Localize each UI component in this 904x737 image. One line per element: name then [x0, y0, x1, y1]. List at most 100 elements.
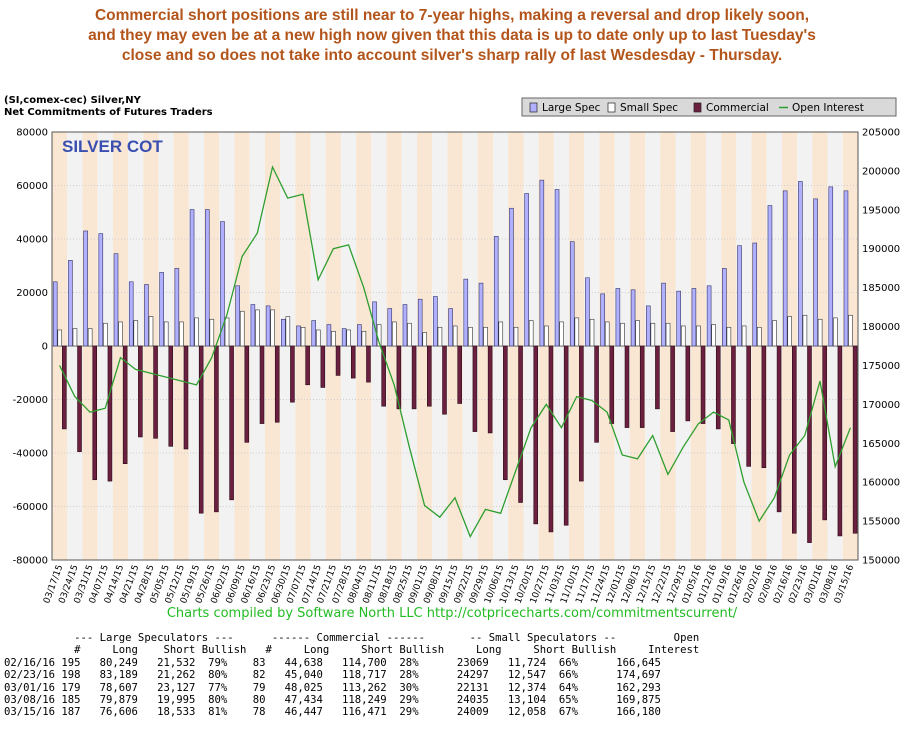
- large-spec-bar: [661, 282, 666, 347]
- large-spec-bar: [128, 281, 134, 347]
- small-spec-bar: [528, 320, 534, 347]
- commercial-bar: [822, 345, 827, 521]
- stats-row: 02/16/16 195 80,249 21,532 79% 83 44,638…: [4, 656, 661, 669]
- small-spec-bar: [513, 326, 519, 347]
- y-tick-label: -80000: [13, 556, 48, 567]
- commercial-bar: [396, 345, 402, 410]
- y2-tick-label: 165000: [862, 439, 900, 450]
- large-spec-bar: [159, 272, 164, 347]
- small-spec-bar: [483, 326, 488, 347]
- plot-frame: [51, 131, 859, 561]
- y-tick-label: -20000: [13, 395, 48, 406]
- chart-credit: Charts compiled by Software North LLC ht…: [166, 606, 738, 621]
- small-spec-bar: [300, 326, 306, 347]
- large-spec-bar: [539, 179, 545, 347]
- commercial-bar: [670, 345, 675, 432]
- commercial-bar: [791, 345, 797, 534]
- large-spec-bar: [737, 245, 742, 347]
- large-spec-bar: [676, 290, 681, 347]
- large-spec-bar: [569, 241, 575, 347]
- commercial-bar: [153, 345, 158, 439]
- commercial-bar: [746, 345, 751, 467]
- small-spec-bar: [270, 309, 275, 347]
- large-spec-bar: [752, 242, 758, 347]
- large-spec-bar: [782, 190, 788, 347]
- small-spec-bar: [194, 317, 199, 347]
- commercial-bar: [685, 345, 691, 422]
- commercial-bar: [350, 345, 356, 379]
- small-spec-bar: [772, 320, 777, 347]
- large-spec-bar: [250, 304, 256, 347]
- small-spec-bar: [224, 317, 230, 347]
- large-spec-bar: [113, 253, 119, 347]
- commercial-bar: [107, 345, 113, 482]
- large-spec-bar: [615, 288, 621, 347]
- small-spec-bar: [498, 321, 504, 347]
- large-spec-bar: [843, 190, 849, 347]
- stats-row: 03/08/16 185 79,879 19,995 80% 80 47,434…: [4, 693, 661, 706]
- small-spec-bar: [361, 330, 367, 347]
- commercial-bar: [518, 345, 523, 503]
- y2-tick-label: 180000: [862, 322, 900, 333]
- small-spec-bar: [696, 325, 701, 347]
- large-spec-bar: [585, 277, 590, 347]
- small-spec-bar: [848, 314, 853, 347]
- large-spec-bar: [68, 260, 73, 347]
- large-spec-bar: [387, 308, 393, 347]
- large-spec-bar: [600, 293, 605, 347]
- small-spec-bar: [209, 318, 215, 347]
- small-spec-bar: [255, 309, 260, 347]
- small-spec-bar: [787, 316, 792, 347]
- y-tick-label: -60000: [13, 502, 48, 513]
- small-spec-bar: [559, 321, 564, 347]
- commercial-bar: [77, 345, 82, 452]
- small-spec-bar: [574, 317, 580, 347]
- large-spec-bar: [265, 305, 271, 347]
- small-spec-bar: [620, 322, 625, 347]
- stats-header-columns: # Long Short Bullish # Long Short Bullis…: [4, 644, 700, 657]
- small-spec-bar: [802, 314, 808, 347]
- small-spec-bar: [179, 321, 184, 347]
- small-spec-bar: [422, 332, 428, 347]
- y2-tick-label: 175000: [862, 361, 900, 372]
- y2-tick-label: 205000: [862, 128, 900, 139]
- large-spec-bar: [174, 268, 180, 347]
- headline: Commercial short positions are still nea…: [0, 6, 904, 66]
- large-spec-bar: [706, 285, 712, 347]
- headline-line-2: and they may even be at a new high now g…: [88, 27, 816, 44]
- large-spec-bar: [326, 324, 332, 347]
- large-spec-bar: [281, 318, 286, 347]
- y2-tick-label: 150000: [862, 556, 900, 567]
- commercial-bar: [579, 345, 584, 482]
- stats-row: 03/15/16 187 76,606 18,533 81% 78 46,447…: [4, 706, 661, 719]
- large-spec-bar: [235, 285, 240, 347]
- stats-table: --- Large Speculators --- ------ Commerc…: [4, 632, 699, 719]
- cot-chart: SILVER COT800006000040000200000-20000-40…: [13, 97, 900, 605]
- small-spec-bar: [239, 310, 245, 347]
- large-spec-bar: [98, 233, 104, 347]
- chart-title: SILVER COT: [62, 137, 163, 156]
- commercial-bar: [320, 345, 326, 388]
- commercial-bar: [837, 345, 843, 537]
- small-spec-bar: [103, 322, 108, 347]
- y2-tick-label: 200000: [862, 166, 900, 177]
- small-spec-bar: [817, 318, 823, 347]
- small-spec-bar: [331, 330, 336, 347]
- large-spec-bar: [813, 198, 818, 347]
- commercial-bar: [214, 345, 219, 513]
- large-spec-bar: [767, 205, 773, 347]
- commercial-bar: [305, 345, 310, 386]
- small-spec-bar: [148, 316, 154, 347]
- commercial-bar: [731, 345, 736, 444]
- small-spec-bar: [285, 316, 291, 347]
- large-spec-bar: [554, 189, 560, 347]
- large-spec-bar: [189, 209, 195, 347]
- commercial-bar: [244, 345, 250, 443]
- y-tick-label: 0: [42, 342, 48, 353]
- commercial-bar: [715, 345, 721, 430]
- small-spec-bar: [452, 325, 458, 347]
- small-spec-bar: [407, 322, 412, 347]
- large-spec-bar: [83, 230, 88, 347]
- large-spec-bar: [357, 324, 362, 347]
- legend-swatch: [693, 102, 702, 113]
